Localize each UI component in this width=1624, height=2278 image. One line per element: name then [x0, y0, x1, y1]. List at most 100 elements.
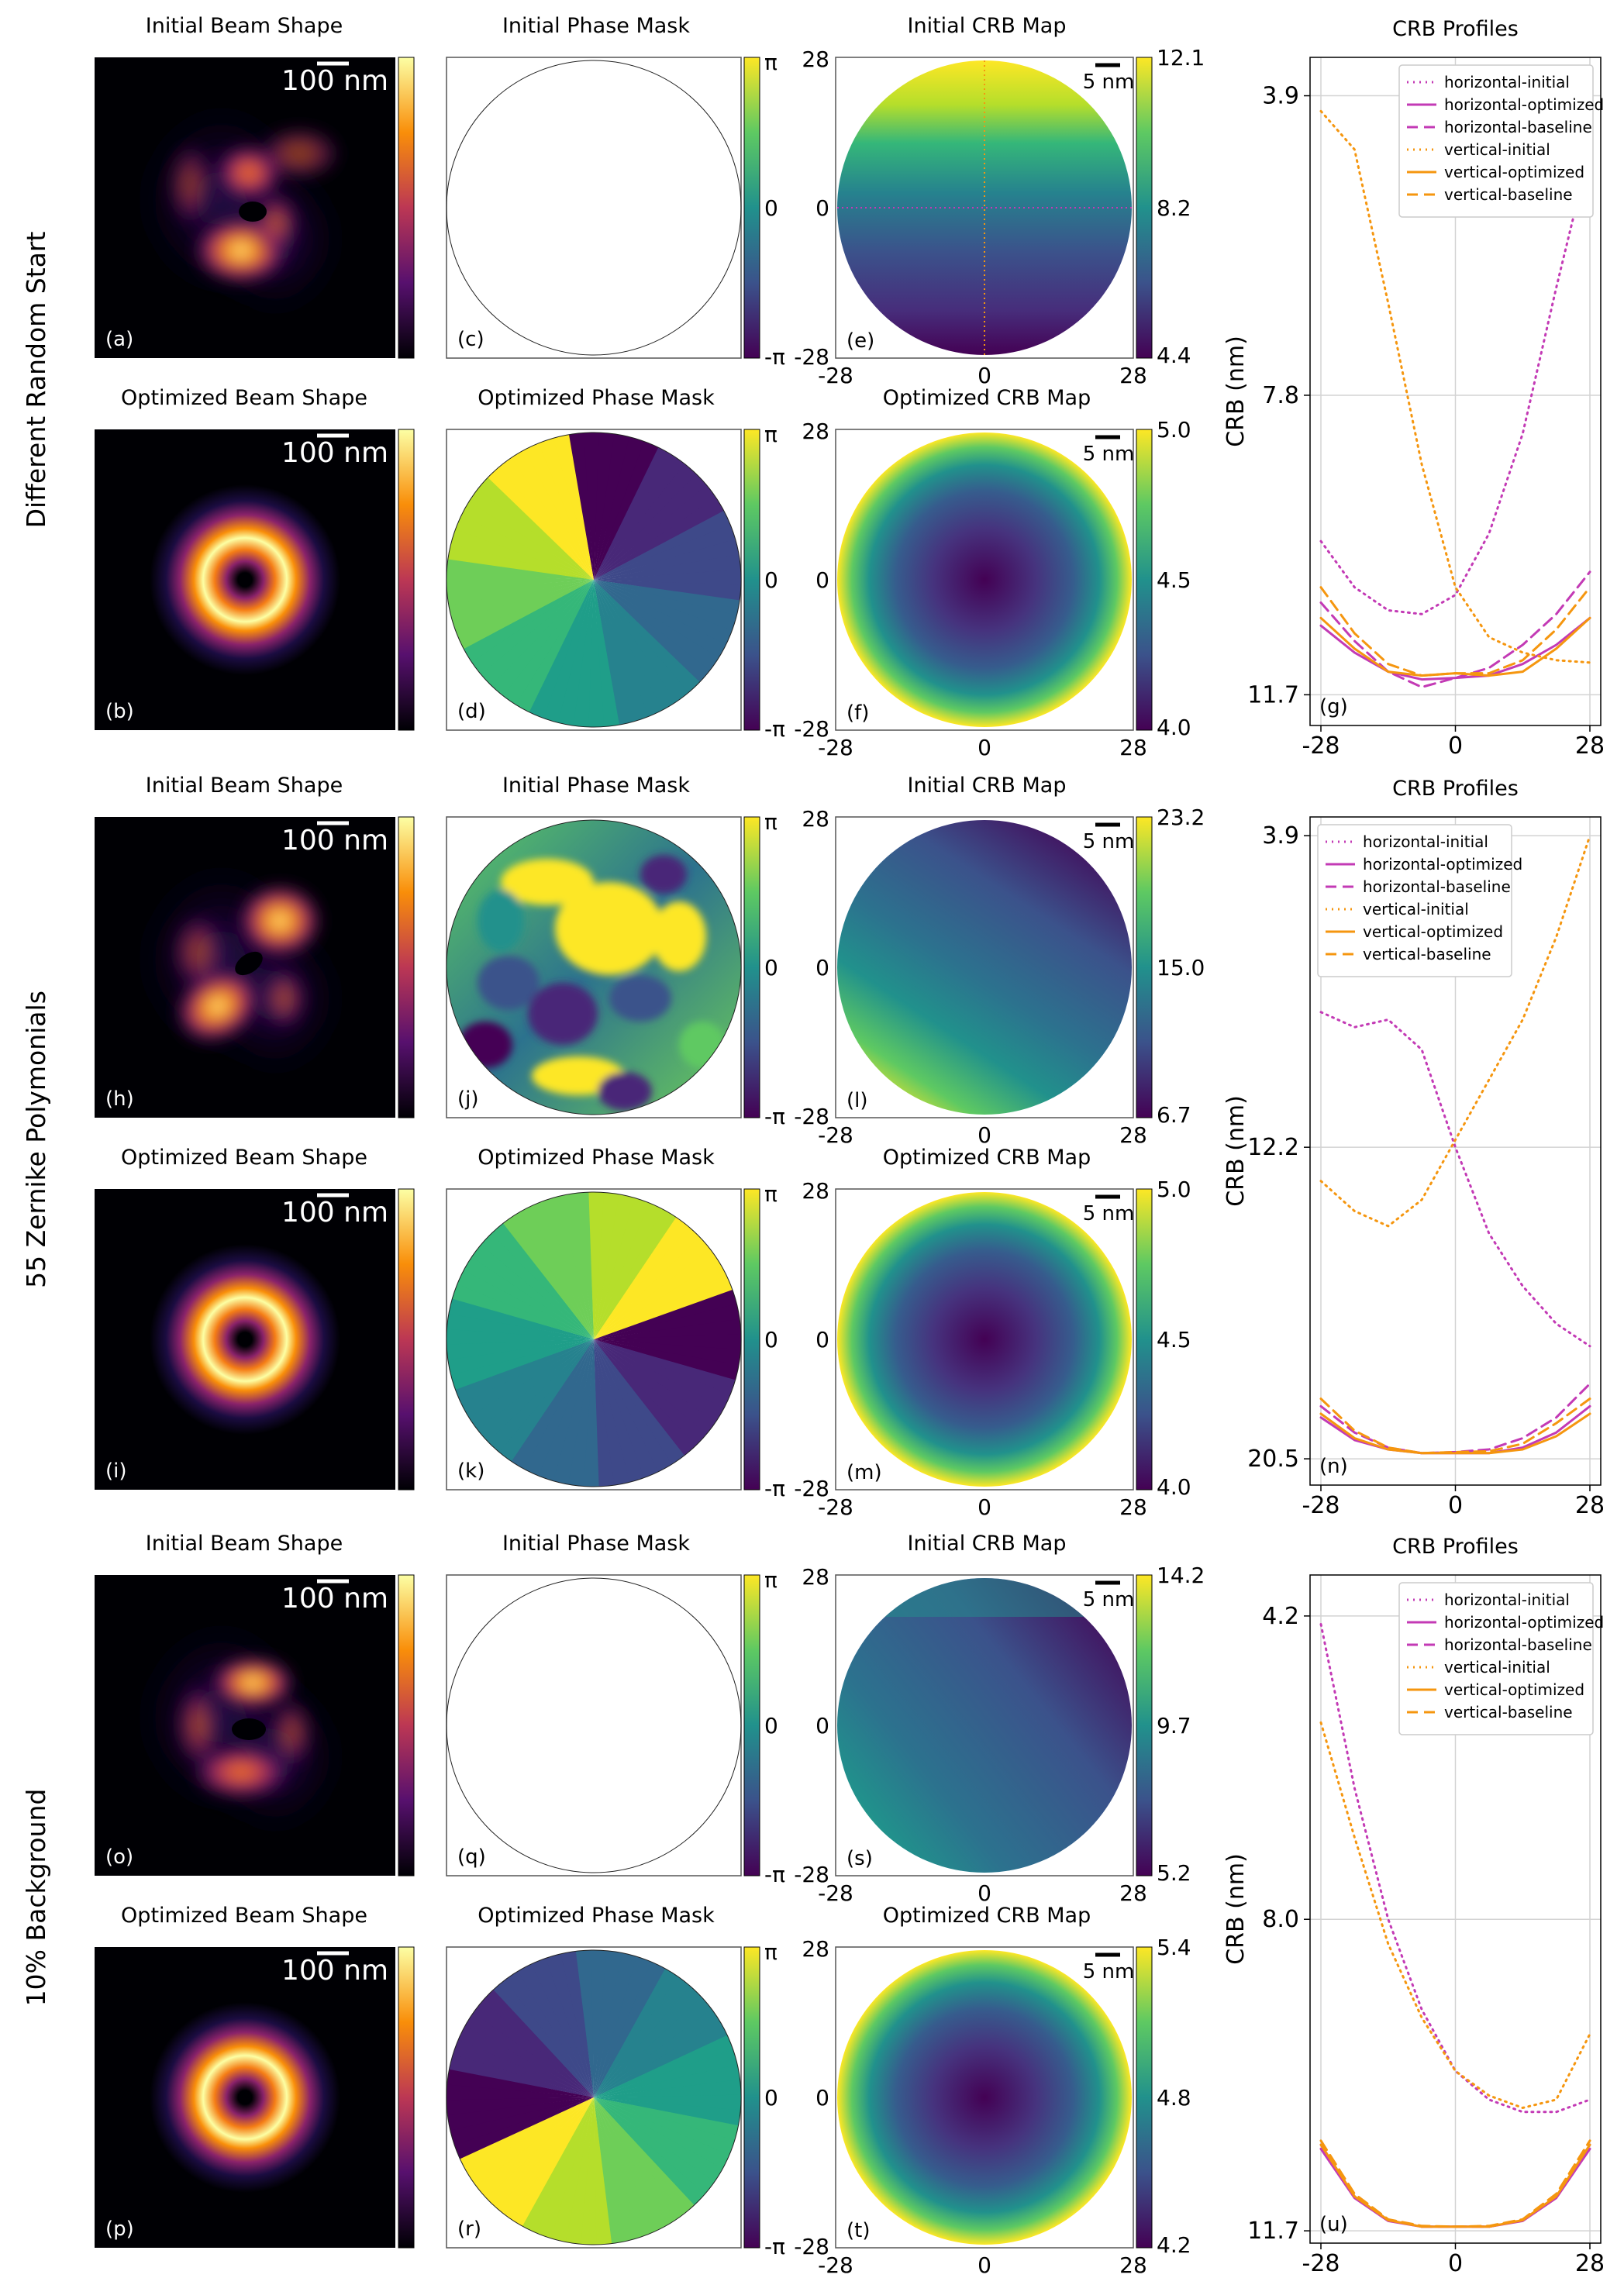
phase-colorbar-tick: -π [764, 1476, 785, 1501]
phase-panel-letter: (c) [457, 328, 484, 351]
phase-sector [594, 1983, 741, 2097]
chart-title: CRB Profiles [1392, 17, 1519, 41]
crb-axis-tick: 28 [802, 1936, 829, 1962]
x-tick-label: 28 [1575, 2250, 1605, 2277]
profile-panel-letter: (g) [1319, 695, 1348, 719]
y-tick-label: 12.2 [1247, 1134, 1299, 1161]
phase-sector [594, 2094, 741, 2118]
crb-colorbar-tick: 4.2 [1157, 2232, 1191, 2258]
beam-lobe [257, 126, 342, 181]
phase-colorbar-tick: π [764, 1181, 778, 1207]
phase-panel: Initial Phase Mask (c) π 0 -π [446, 14, 785, 370]
phase-blob [609, 975, 671, 1022]
phase-panel: Optimized Phase Mask (d) π 0 -π [446, 386, 785, 742]
crb-colorbar [1136, 1946, 1153, 2249]
crb-axis-tick: -28 [818, 735, 853, 760]
legend-label: vertical-optimized [1363, 922, 1503, 941]
phase-sector [594, 433, 692, 580]
crb-map-panel: Initial CRB Map 5 nm (l) 28 0 -28-28 0 28 23.2 15… [794, 774, 1205, 1148]
crb-map-letter: (f) [846, 701, 869, 725]
phase-sector [447, 1339, 594, 1393]
phase-sector [594, 580, 677, 727]
crb-map-title: Optimized CRB Map [883, 1146, 1091, 1170]
beam-colorbar [398, 1188, 415, 1491]
series-line-horizontal-initial [1319, 148, 1591, 615]
phase-sector [447, 2097, 594, 2191]
legend-label: horizontal-initial [1444, 1590, 1570, 1609]
phase-blob [640, 855, 687, 894]
phase-sector [532, 1339, 594, 1487]
phase-disk [447, 820, 741, 1115]
phase-sector [594, 1339, 647, 1487]
phase-sector [447, 1989, 594, 2097]
crb-map-panel: Initial CRB Map 5 nm (s) 28 0 -28-28 0 28 14.2 9.… [794, 1532, 1205, 1906]
crb-map-title: Initial CRB Map [908, 14, 1067, 38]
phase-colorbar-tick: -π [764, 344, 785, 370]
crb-axis-tick: -28 [794, 2234, 829, 2259]
chart-title: CRB Profiles [1392, 1535, 1519, 1559]
phase-sector [567, 1950, 594, 2097]
phase-colorbar-tick: π [764, 809, 778, 835]
series-line-vertical-baseline [1319, 1397, 1591, 1455]
beam-panel-title: Optimized Beam Shape [121, 1904, 367, 1928]
crb-colorbar-tick: 4.5 [1157, 1327, 1191, 1353]
phase-sector [447, 1234, 594, 1339]
crb-map-panel: Optimized CRB Map 5 nm (f) 28 0 -28-28 0 28 5.0 4… [794, 386, 1191, 760]
y-tick-label: 7.8 [1262, 382, 1299, 409]
beam-scale-label: 100 nm [281, 825, 388, 856]
series-line-horizontal-baseline [1319, 570, 1591, 688]
row-label: Different Random Start [21, 232, 51, 529]
phase-sector [594, 580, 633, 727]
phase-sector [594, 2097, 644, 2245]
crb-axis-tick: 28 [1119, 363, 1147, 388]
legend-label: vertical-baseline [1363, 945, 1491, 963]
series-line-vertical-baseline [1319, 586, 1591, 677]
phase-sector [447, 1339, 594, 1436]
phase-sector [447, 503, 594, 580]
legend-label: vertical-baseline [1444, 1703, 1573, 1721]
phase-sector [447, 2097, 594, 2125]
beam-scale-label: 100 nm [281, 1583, 388, 1615]
x-tick-label: 28 [1575, 732, 1605, 760]
phase-sector [476, 1192, 594, 1339]
chart-title: CRB Profiles [1392, 777, 1519, 801]
crb-axis-tick: 0 [978, 1880, 991, 1906]
crb-axis-tick: 28 [802, 419, 829, 444]
phase-sector [594, 580, 741, 657]
crb-axis-tick: 28 [1119, 735, 1147, 760]
phase-sector [447, 580, 594, 663]
x-tick-label: 0 [1448, 1492, 1463, 1519]
phase-sector [447, 570, 594, 595]
phase-sector [594, 1242, 741, 1339]
crb-colorbar-tick: 5.0 [1157, 1177, 1191, 1202]
phase-sector [528, 2097, 594, 2245]
phase-sector [447, 1322, 594, 1347]
beam-scale-label: 100 nm [281, 65, 388, 97]
phase-panel-title: Optimized Phase Mask [478, 386, 715, 410]
crb-colorbar-tick: 15.0 [1157, 955, 1205, 980]
beam-lobe [191, 1744, 291, 1800]
legend-label: vertical-optimized [1444, 1680, 1584, 1699]
crb-map-panel: Optimized CRB Map 5 nm (m) 28 0 -28-28 0 28 5.0 4… [794, 1146, 1191, 1520]
phase-sector [447, 2076, 594, 2101]
crb-colorbar [1136, 816, 1153, 1118]
crb-axis-tick: 0 [815, 195, 829, 221]
crb-map-disk [837, 1192, 1132, 1487]
phase-sector [594, 2097, 741, 2206]
phase-sector [594, 2097, 741, 2185]
phase-colorbar [743, 1188, 760, 1491]
phase-sector [594, 1950, 702, 2097]
phase-panel: Optimized Phase Mask (r) π 0 -π [446, 1904, 785, 2259]
crb-axis-tick: 0 [978, 1494, 991, 1520]
phase-blob [478, 890, 524, 952]
legend: horizontal-initial horizontal-optimized ho… [1398, 64, 1604, 218]
profile-panel-letter: (n) [1319, 1455, 1348, 1478]
phase-sector [509, 1339, 594, 1487]
phase-sector [594, 1286, 741, 1339]
legend-label: horizontal-baseline [1363, 877, 1511, 896]
phase-sector [488, 1339, 594, 1487]
crb-axis-tick: 28 [1119, 2252, 1147, 2278]
phase-colorbar-tick: -π [764, 1104, 785, 1129]
y-axis-label: CRB (nm) [1222, 1853, 1250, 1965]
crb-axis-tick: -28 [794, 344, 829, 370]
